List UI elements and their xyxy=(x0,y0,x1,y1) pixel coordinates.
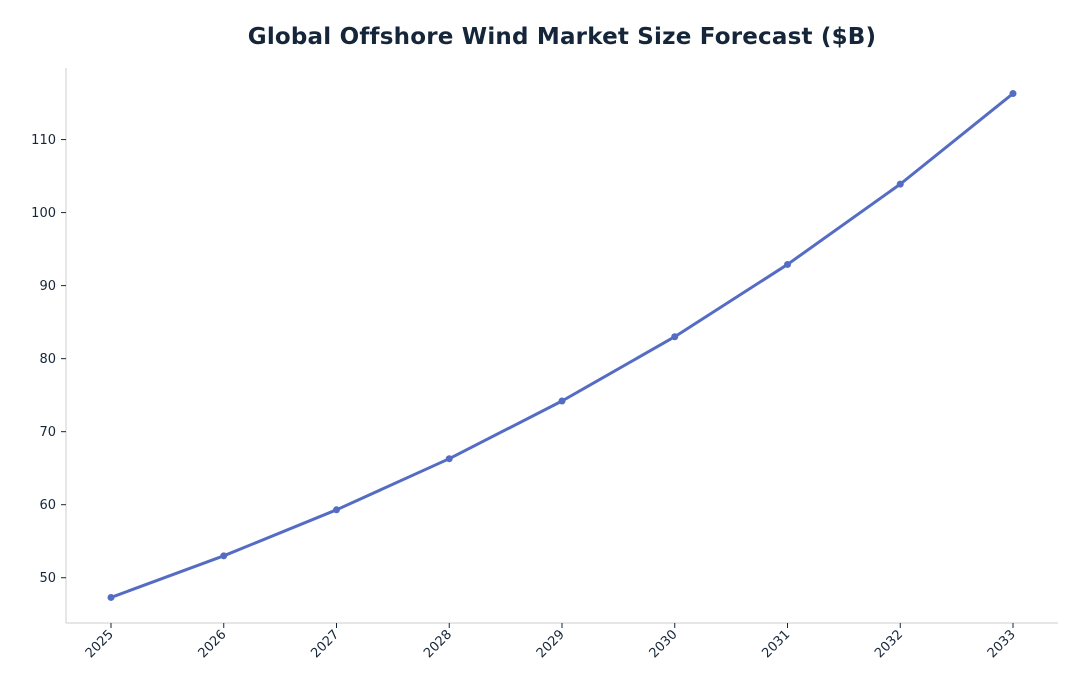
x-tick-label: 2028 xyxy=(421,627,455,661)
data-point xyxy=(107,593,115,601)
x-tick-label: 2032 xyxy=(872,627,906,661)
data-point xyxy=(558,397,566,405)
x-tick-label: 2027 xyxy=(308,627,342,661)
data-point xyxy=(896,180,904,188)
y-tick-label: 80 xyxy=(39,352,56,367)
axes xyxy=(65,68,1058,624)
x-tick-label: 2025 xyxy=(83,627,117,661)
x-tick-label: 2029 xyxy=(534,627,568,661)
data-point xyxy=(1009,90,1017,98)
y-tick-label: 100 xyxy=(31,206,56,221)
x-tick-label: 2033 xyxy=(985,627,1019,661)
y-tick-label: 60 xyxy=(39,498,56,513)
y-tick-label: 50 xyxy=(39,571,56,586)
data-point xyxy=(333,506,340,514)
y-tick-label: 110 xyxy=(31,133,56,148)
data-point xyxy=(445,455,453,463)
x-tick-label: 2026 xyxy=(196,627,230,661)
data-point xyxy=(220,552,228,560)
x-tick-label: 2031 xyxy=(759,627,793,661)
y-tick-label: 70 xyxy=(39,425,56,440)
y-axis-ticks: 50 60 70 80 90 100 110 xyxy=(31,133,66,586)
y-tick-label: 90 xyxy=(39,279,56,294)
series-line xyxy=(109,92,1015,599)
x-tick-label: 2030 xyxy=(647,627,681,661)
x-axis-ticks: 2025 2026 2027 2028 2029 2030 2031 2032 2033 xyxy=(83,623,1019,661)
chart-title: Global Offshore Wind Market Size Forecas… xyxy=(247,24,877,50)
series-layer xyxy=(107,90,1017,601)
data-point xyxy=(671,333,679,341)
data-point xyxy=(784,260,791,268)
